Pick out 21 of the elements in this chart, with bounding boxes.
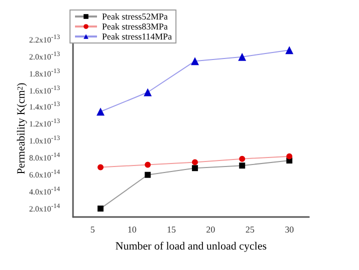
y-tick-label: 6.0x10$^{-14}$ bbox=[29, 168, 60, 181]
legend-label: Peak stress114MPa bbox=[102, 32, 172, 42]
legend-label: Peak stress52MPa bbox=[102, 12, 168, 22]
y-tick-label: 2.2x10$^{-13}$ bbox=[29, 34, 60, 46]
y-tick-label: 1.8x10$^{-13}$ bbox=[29, 68, 60, 80]
y-tick-label: 1.0x10$^{-13}$ bbox=[29, 135, 60, 148]
x-tick-label: 30 bbox=[284, 224, 294, 234]
x-tick-label: 5 bbox=[90, 224, 96, 234]
x-tick-label: 10 bbox=[128, 224, 137, 234]
x-tick-label: 25 bbox=[246, 224, 255, 234]
y-tick-label: 1.6x10$^{-13}$ bbox=[29, 84, 60, 97]
x-tick-label: 15 bbox=[166, 224, 176, 234]
y-tick-label: 1.4x10$^{-13}$ bbox=[29, 101, 60, 114]
x-tick-label: 20 bbox=[206, 224, 216, 234]
y-tick-label: 4.0x10$^{-14}$ bbox=[29, 186, 60, 198]
y-tick-label: 8.0x10$^{-14}$ bbox=[29, 152, 60, 164]
legend-label: Peak stress83MPa bbox=[102, 22, 168, 32]
y-tick-label: 2.0x10$^{-13}$ bbox=[29, 50, 60, 63]
x-axis-title: Number of load and unload cycles bbox=[115, 240, 267, 252]
y-tick-label: 1.2x10$^{-13}$ bbox=[29, 118, 60, 130]
y-tick-label: 2.0x10$^{-14}$ bbox=[29, 202, 60, 215]
